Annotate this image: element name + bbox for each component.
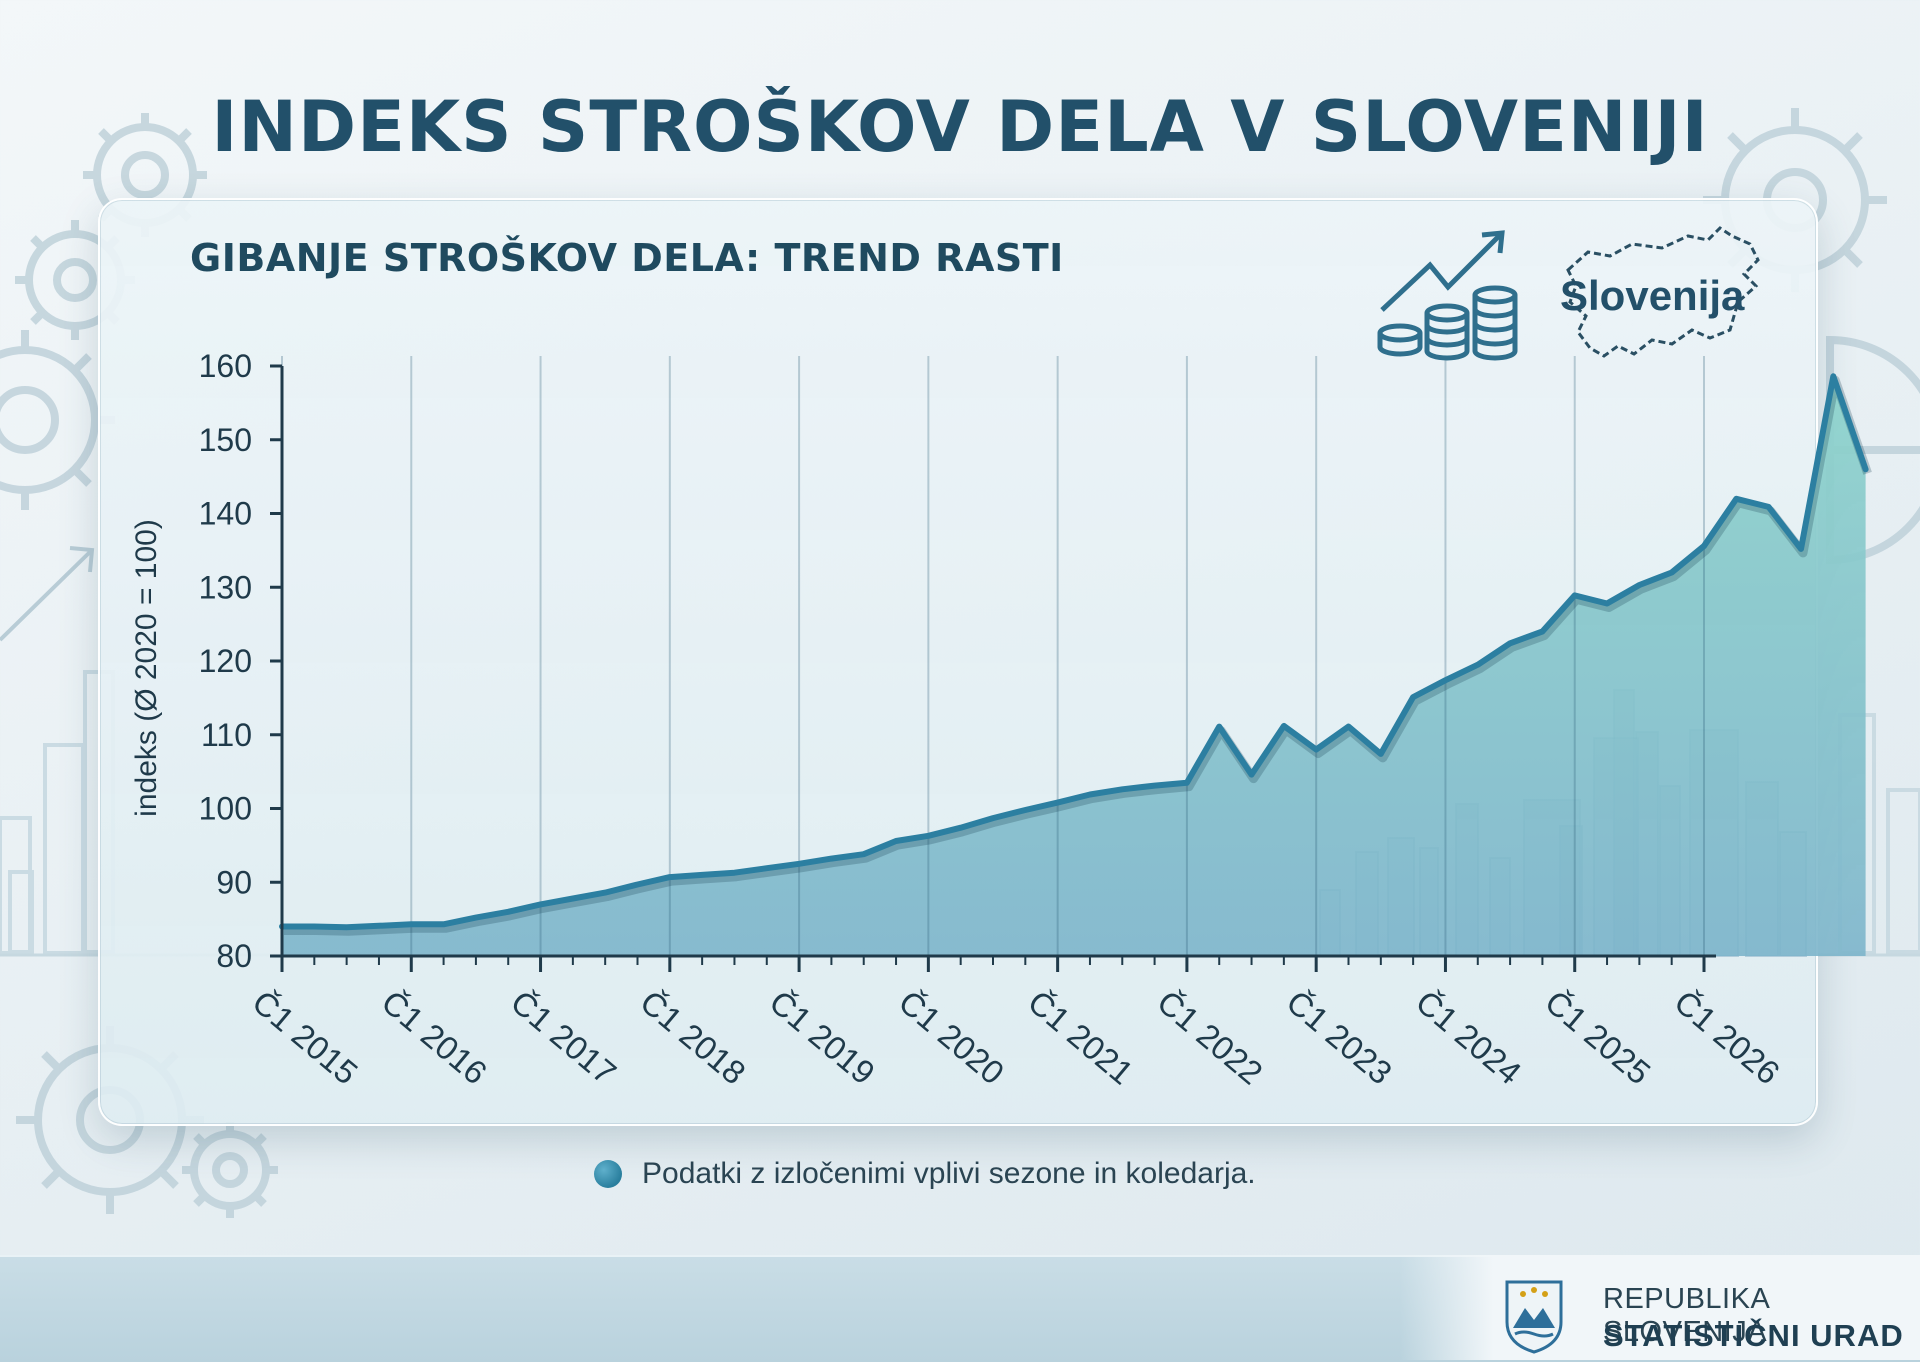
y-tick-label: 90	[216, 864, 252, 900]
data-point	[1540, 630, 1544, 633]
line-area-chart: 80 90 100 110 120 130 140 150 160 Č1 2015 Č1 2016…	[130, 348, 1872, 1092]
page-title: INDEKS STROŠKOV DELA V SLOVENIJI	[211, 86, 1709, 168]
series-area	[282, 376, 1866, 956]
data-point	[312, 925, 316, 928]
data-point	[1347, 725, 1350, 729]
data-point	[797, 862, 801, 866]
data-point	[1605, 602, 1609, 605]
x-tick-label: Č1 2024	[1409, 983, 1528, 1092]
growth-coins-icon	[1377, 230, 1518, 361]
data-point	[1250, 773, 1253, 777]
data-point	[442, 922, 446, 926]
data-point	[1508, 641, 1512, 645]
y-tick-label: 160	[199, 348, 252, 384]
data-point	[829, 857, 833, 861]
data-point	[1734, 497, 1738, 501]
legend-label: Podatki z izločenimi vplivi sezone in ko…	[642, 1157, 1256, 1190]
data-point	[926, 834, 930, 838]
data-point	[1637, 583, 1641, 587]
data-point	[733, 871, 736, 875]
y-tick-label: 130	[199, 569, 252, 605]
data-point	[700, 873, 704, 877]
y-tick-label: 100	[199, 791, 252, 827]
data-point	[345, 925, 349, 929]
trend-arrow-icon	[0, 546, 95, 642]
data-point	[1799, 547, 1803, 551]
country-label: Slovenija	[1560, 272, 1745, 319]
data-point	[1314, 748, 1318, 751]
x-tick-label: Č1 2017	[504, 983, 623, 1092]
data-point	[1573, 593, 1577, 597]
footer-panel	[1400, 1255, 1920, 1360]
y-tick-label: 140	[199, 496, 252, 532]
x-tick-label: Č1 2023	[1280, 983, 1399, 1092]
org-name-line2: STATISTIČNI URAD	[1603, 1318, 1904, 1353]
data-point	[539, 902, 542, 906]
x-tick-label: Č1 2015	[246, 983, 365, 1092]
x-tick-label: Č1 2016	[375, 983, 494, 1092]
data-point	[603, 891, 607, 895]
x-tick-label: Č1 2020	[892, 983, 1011, 1092]
gear-icon	[182, 1122, 278, 1218]
data-point	[862, 852, 866, 856]
x-tick-label: Č1 2018	[633, 983, 752, 1092]
data-point	[1217, 725, 1221, 729]
data-point	[894, 839, 898, 843]
data-point	[636, 883, 639, 886]
org-name-line1: REPUBLIKA SLOVENIJA	[1603, 1283, 1769, 1348]
legend: Podatki z izločenimi vplivi sezone in ko…	[594, 1157, 1256, 1191]
y-tick-label: 150	[199, 422, 252, 458]
data-point	[571, 897, 575, 900]
data-point	[1153, 784, 1157, 788]
data-point	[1444, 678, 1447, 682]
data-point	[377, 924, 381, 928]
data-point	[1282, 724, 1286, 728]
data-point	[1088, 793, 1092, 796]
y-tick-label: 80	[216, 938, 252, 974]
data-point	[1702, 544, 1706, 548]
data-point	[765, 866, 769, 870]
x-tick-label: Č1 2019	[763, 983, 882, 1092]
slovenia-map-icon	[1566, 226, 1760, 358]
slovenia-coat-of-arms-icon	[1505, 1280, 1563, 1354]
x-tick-label: Č1 2026	[1668, 983, 1787, 1092]
data-point	[1670, 571, 1674, 574]
series-line-shadow	[284, 375, 1872, 936]
data-point	[1056, 801, 1060, 805]
data-point	[668, 875, 672, 879]
data-point	[506, 910, 510, 914]
data-point	[959, 826, 963, 830]
data-point	[1411, 695, 1415, 699]
x-tick-label: Č1 2021	[1021, 983, 1140, 1092]
series-line	[279, 373, 1869, 931]
data-point	[409, 922, 413, 926]
y-tick-label: 110	[201, 717, 252, 753]
x-tick-label: Č1 2025	[1538, 983, 1657, 1092]
data-point	[1831, 374, 1835, 378]
data-point	[1120, 787, 1124, 791]
data-point	[1023, 808, 1027, 812]
y-tick-label: 120	[199, 643, 252, 679]
chart-title: GIBANJE STROŠKOV DELA: TREND RASTI	[190, 236, 1064, 280]
data-point	[1767, 505, 1771, 509]
data-point	[1379, 752, 1383, 756]
data-point	[1476, 663, 1480, 667]
data-point	[991, 816, 995, 820]
data-point	[1864, 467, 1868, 471]
y-axis-label: indeks (Ø 2020 = 100)	[130, 519, 163, 817]
legend-marker	[594, 1160, 622, 1188]
data-point	[474, 916, 478, 920]
x-tick-label: Č1 2022	[1150, 983, 1269, 1092]
data-point	[1185, 781, 1189, 785]
